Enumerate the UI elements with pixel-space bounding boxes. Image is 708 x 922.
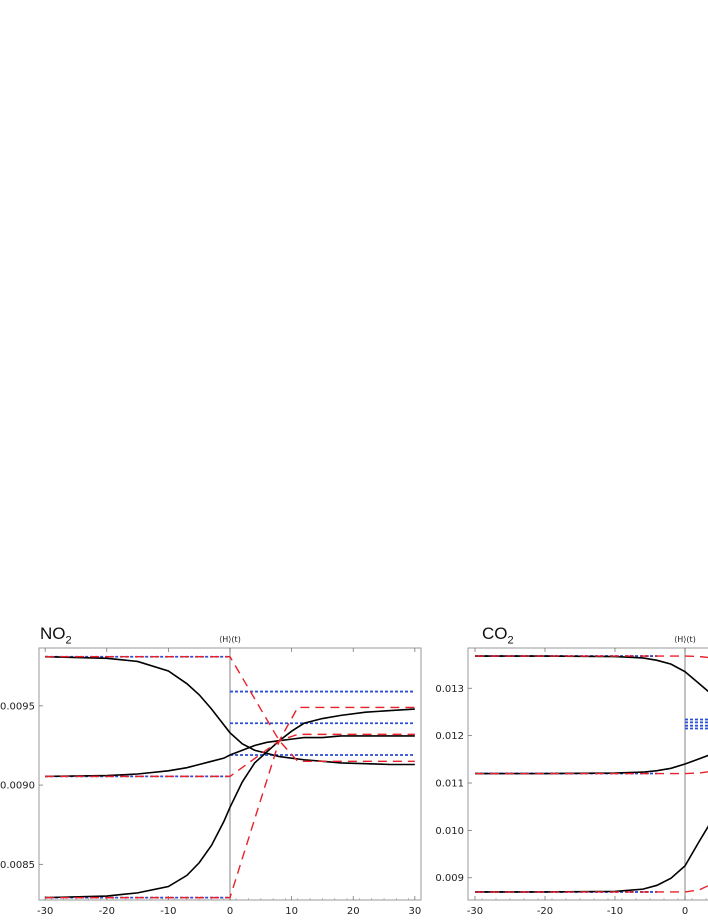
series-line-solid xyxy=(45,708,415,899)
y-tick-label: 0.0095 xyxy=(0,701,35,712)
y-tick-label: 0.012 xyxy=(435,731,464,742)
series-line-solid xyxy=(475,754,708,775)
chart-panel-no2: NO2 -30 -20 -10 0 10 20 30 0.0085 0.0090 0.0095 ⟨H… xyxy=(0,618,430,917)
x-tick-label: -30 xyxy=(37,906,53,917)
series-line-dashed xyxy=(475,655,708,659)
chart-title-subscript: 2 xyxy=(507,634,514,647)
y-tick-label: 0.013 xyxy=(435,684,464,695)
series-line-dashed xyxy=(45,656,415,763)
chart-panel-co2: CO2 -30 -20 -10 0 0.009 0.010 0.011 0.012 0.013 ⟨… xyxy=(430,618,708,917)
chart-title-subscript: 2 xyxy=(65,634,72,647)
chart-svg: -30 -20 -10 0 10 20 30 0.0085 0.0090 0.0095 ⟨H⟩(t) xyxy=(0,635,422,917)
series-line-dashed xyxy=(475,885,708,893)
chart-svg: -30 -20 -10 0 0.009 0.010 0.011 0.012 0.013 ⟨H⟩(t… xyxy=(435,635,708,917)
x-tick-label: 30 xyxy=(408,906,421,917)
x-tick-label: -20 xyxy=(537,906,553,917)
y-tick-label: 0.0090 xyxy=(0,781,35,792)
chart-title: NO2 xyxy=(40,624,72,646)
chart-title-main: NO xyxy=(40,624,66,643)
x-tick-label: 10 xyxy=(285,906,298,917)
series-line-solid xyxy=(45,735,415,778)
x-tick-label: 20 xyxy=(347,906,360,917)
y-tick-label: 0.009 xyxy=(435,873,464,884)
y-tick-label: 0.011 xyxy=(435,779,464,790)
x-tick-label: 0 xyxy=(682,906,688,917)
chart-title: CO2 xyxy=(482,624,514,646)
series-group xyxy=(45,655,415,899)
series-line-dashed xyxy=(45,706,415,899)
x-tick-label: -30 xyxy=(467,906,483,917)
x-tick-label: -20 xyxy=(99,906,115,917)
y-tick-label: 0.010 xyxy=(435,826,464,837)
vline-annotation: ⟨H⟩(t) xyxy=(219,635,241,644)
vline-annotation: ⟨H⟩(t) xyxy=(674,635,696,644)
series-line-dashed xyxy=(475,771,708,775)
y-tick-label: 0.0085 xyxy=(0,860,35,871)
x-tick-label: -10 xyxy=(160,906,176,917)
series-group xyxy=(475,655,708,893)
series-line-solid xyxy=(475,655,708,693)
chart-title-main: CO xyxy=(482,624,508,643)
series-line-solid xyxy=(475,825,708,893)
x-tick-label: 0 xyxy=(227,906,233,917)
x-tick-label: -10 xyxy=(607,906,623,917)
